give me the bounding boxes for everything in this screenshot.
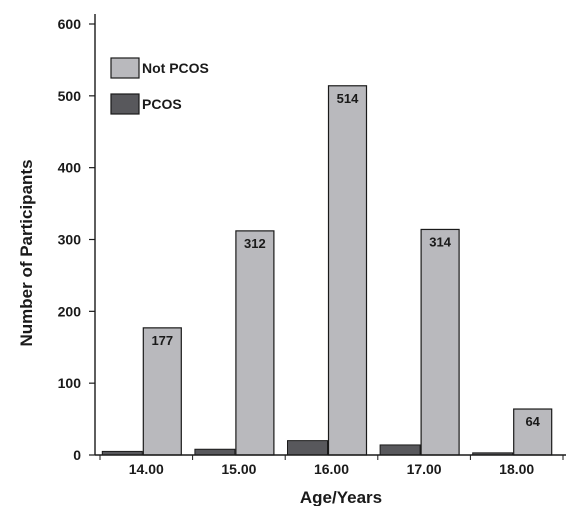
legend-swatch-1 xyxy=(110,93,140,115)
data-label-18.00: 64 xyxy=(525,414,540,429)
y-tick-label-0: 0 xyxy=(73,447,81,463)
bar-pcos-17.00 xyxy=(379,444,421,456)
bar-not-pcos-14.00 xyxy=(142,327,182,456)
y-tick-label-100: 100 xyxy=(58,375,82,391)
y-tick-label-600: 600 xyxy=(58,16,82,32)
y-tick-label-500: 500 xyxy=(58,88,82,104)
bar-not-pcos-16.00 xyxy=(327,85,368,456)
data-label-14.00: 177 xyxy=(151,333,173,348)
x-tick-label-18.00: 18.00 xyxy=(499,461,534,477)
x-axis-title: Age/Years xyxy=(300,488,382,506)
bar-not-pcos-15.00 xyxy=(235,230,275,456)
bars: 177 312 514 314 64 xyxy=(101,85,553,456)
bar-not-pcos-17.00 xyxy=(420,228,460,456)
legend: Not PCOS PCOS xyxy=(110,57,209,115)
bar-pcos-16.00 xyxy=(287,440,328,456)
legend-label-0: Not PCOS xyxy=(142,60,209,76)
bar-not-pcos-18.00 xyxy=(513,408,553,456)
x-tick-label-16.00: 16.00 xyxy=(314,461,349,477)
legend-swatch-0 xyxy=(110,57,140,79)
x-tick-label-17.00: 17.00 xyxy=(407,461,442,477)
y-axis-title: Number of Participants xyxy=(17,159,36,346)
bar-pcos-15.00 xyxy=(194,448,236,456)
legend-label-1: PCOS xyxy=(142,96,182,112)
data-label-17.00: 314 xyxy=(429,234,451,249)
data-label-15.00: 312 xyxy=(244,236,266,251)
data-label-16.00: 514 xyxy=(337,91,359,106)
y-tick-label-300: 300 xyxy=(58,232,82,248)
y-tick-label-200: 200 xyxy=(58,303,82,319)
x-tick-label-14.00: 14.00 xyxy=(129,461,164,477)
x-tick-label-15.00: 15.00 xyxy=(221,461,256,477)
y-tick-label-400: 400 xyxy=(58,160,82,176)
axes: 14.00 15.00 16.00 17.00 18.00 0 100 200 300 400 50… xyxy=(58,14,566,477)
